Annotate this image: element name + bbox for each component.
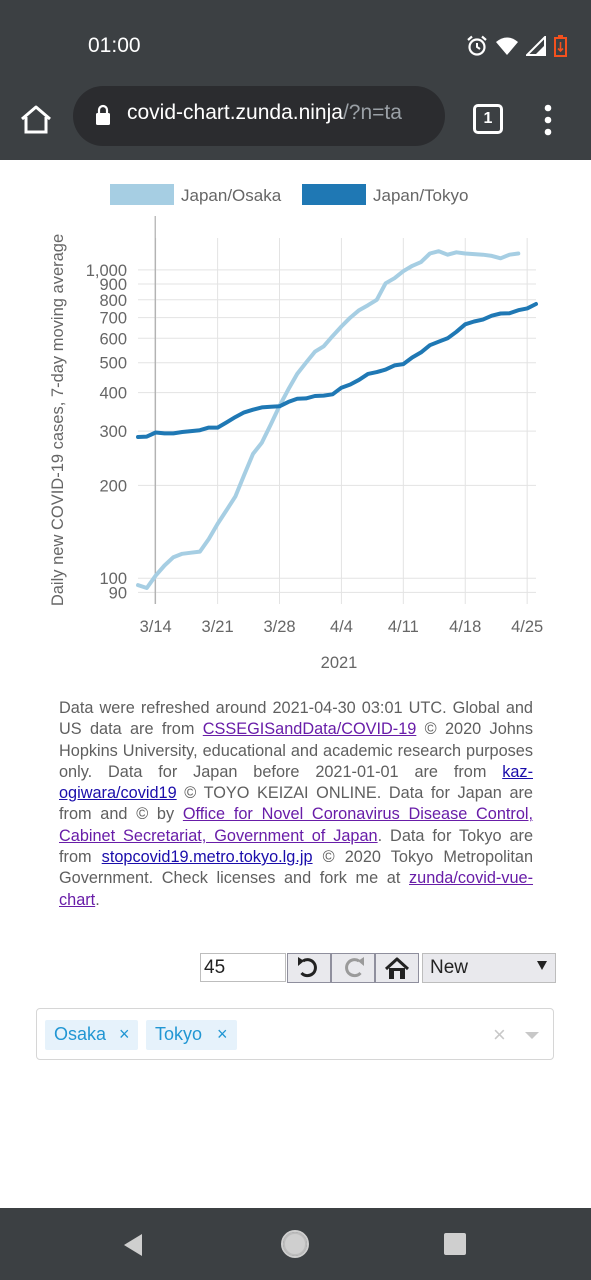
region-multiselect[interactable]: Osaka × Tokyo × × [36, 1008, 554, 1060]
battery-low-icon [554, 35, 567, 57]
link-stopcovid19-tokyo[interactable]: stopcovid19.metro.tokyo.lg.jp [101, 848, 313, 867]
x-tick-label: 3/14 [140, 618, 172, 636]
home-icon[interactable] [18, 102, 54, 138]
y-tick-label: 200 [99, 477, 127, 495]
desc-text-3: © TOYO KEIZAI ONLINE. Data for Japan are… [59, 784, 533, 824]
redo-button[interactable] [331, 953, 375, 983]
y-tick-label: 500 [99, 355, 127, 373]
undo-button[interactable] [287, 953, 331, 983]
desc-text-5: © 2020 Tokyo Metropolitan Government. Ch… [59, 848, 533, 888]
wifi-icon [496, 37, 518, 55]
back-icon[interactable] [120, 1232, 146, 1258]
tab-switcher-button[interactable]: 1 [473, 104, 503, 134]
status-bar: 01:00 [0, 0, 591, 88]
tag-label: Tokyo [155, 1024, 203, 1044]
status-time: 01:00 [88, 34, 141, 57]
series-line-osaka [136, 249, 521, 590]
tag-tokyo: Tokyo × [146, 1020, 237, 1050]
tag-osaka: Osaka × [45, 1020, 138, 1050]
lock-icon [96, 104, 110, 125]
android-nav-bar [0, 1208, 591, 1280]
tag-label: Osaka [54, 1024, 107, 1044]
x-tick-label: 4/25 [511, 618, 543, 636]
remove-tag-tokyo-button[interactable]: × [217, 1024, 228, 1044]
select-arrow-icon [537, 961, 547, 970]
legend-label-tokyo: Japan/Tokyo [373, 186, 468, 205]
y-tick-label: 90 [109, 584, 127, 602]
y-tick-label: 600 [99, 330, 127, 348]
legend-label-osaka: Japan/Osaka [181, 186, 282, 205]
page-content: 90 100 200 300 400 500 600 700 800 900 1,000 3/14 3/… [0, 160, 591, 1208]
legend-swatch-osaka [110, 184, 174, 205]
x-axis-label: 2021 [321, 654, 358, 672]
x-tick-label: 4/11 [388, 618, 419, 636]
url-domain: covid-chart.zunda.ninja [127, 101, 343, 124]
x-tick-label: 4/18 [449, 618, 481, 636]
days-input[interactable] [200, 953, 286, 982]
y-tick-label: 1,000 [86, 262, 127, 280]
browser-toolbar: covid-chart.zunda.ninja/?n=ta 1 [0, 86, 591, 160]
series-line-tokyo [136, 302, 538, 439]
clear-selection-button[interactable]: × [493, 1022, 506, 1047]
home-reset-icon [384, 957, 410, 979]
y-tick-label: 300 [99, 423, 127, 441]
y-tick-label: 900 [99, 276, 127, 294]
undo-icon [298, 957, 317, 978]
status-icons [466, 34, 567, 58]
desc-text-6: . [95, 890, 100, 909]
y-tick-label: 400 [99, 385, 127, 403]
link-zunda-github[interactable]: zunda/covid-vue-chart [59, 869, 533, 909]
y-tick-label: 100 [99, 570, 127, 588]
alarm-icon [467, 35, 487, 56]
url-text: covid-chart.zunda.ninja/?n=ta [127, 101, 437, 125]
desc-text-2: © 2020 Johns Hopkins University, educati… [59, 720, 534, 781]
x-tick-label: 3/21 [202, 618, 234, 636]
link-kaz-ogiwara[interactable]: kaz-ogiwara/covid19 [59, 762, 533, 803]
legend-swatch-tokyo [302, 184, 366, 205]
recents-icon[interactable] [443, 1232, 467, 1256]
url-path: /?n=ta [342, 101, 402, 124]
y-axis-label: Daily new COVID-19 cases, 7-day moving a… [49, 234, 67, 606]
data-source-description: Data were refreshed around 2021-04-30 03… [59, 698, 533, 911]
address-bar[interactable]: covid-chart.zunda.ninja/?n=ta [73, 86, 445, 146]
sort-selected-value: New [430, 957, 469, 978]
home-reset-button[interactable] [375, 953, 419, 983]
desc-text-4: . Data for Tokyo are from [59, 826, 533, 867]
link-csse-data[interactable]: CSSEGISandData/COVID-19 [202, 720, 417, 739]
y-tick-label: 800 [99, 292, 127, 310]
x-tick-label: 4/4 [330, 618, 353, 636]
link-cabinet-secretariat[interactable]: Office for Novel Coronavirus Disease Con… [59, 805, 534, 845]
redo-icon [345, 957, 364, 978]
overflow-menu-icon[interactable] [540, 100, 556, 140]
dropdown-arrow-icon[interactable] [525, 1032, 539, 1039]
cell-signal-icon [526, 36, 546, 56]
home-circle-icon[interactable] [280, 1229, 310, 1259]
sort-select[interactable]: New [422, 953, 556, 983]
desc-text-1: Data were refreshed around 2021-04-30 03… [59, 699, 533, 739]
remove-tag-osaka-button[interactable]: × [119, 1024, 130, 1044]
y-tick-label: 700 [99, 310, 127, 328]
x-tick-label: 3/28 [263, 618, 295, 636]
